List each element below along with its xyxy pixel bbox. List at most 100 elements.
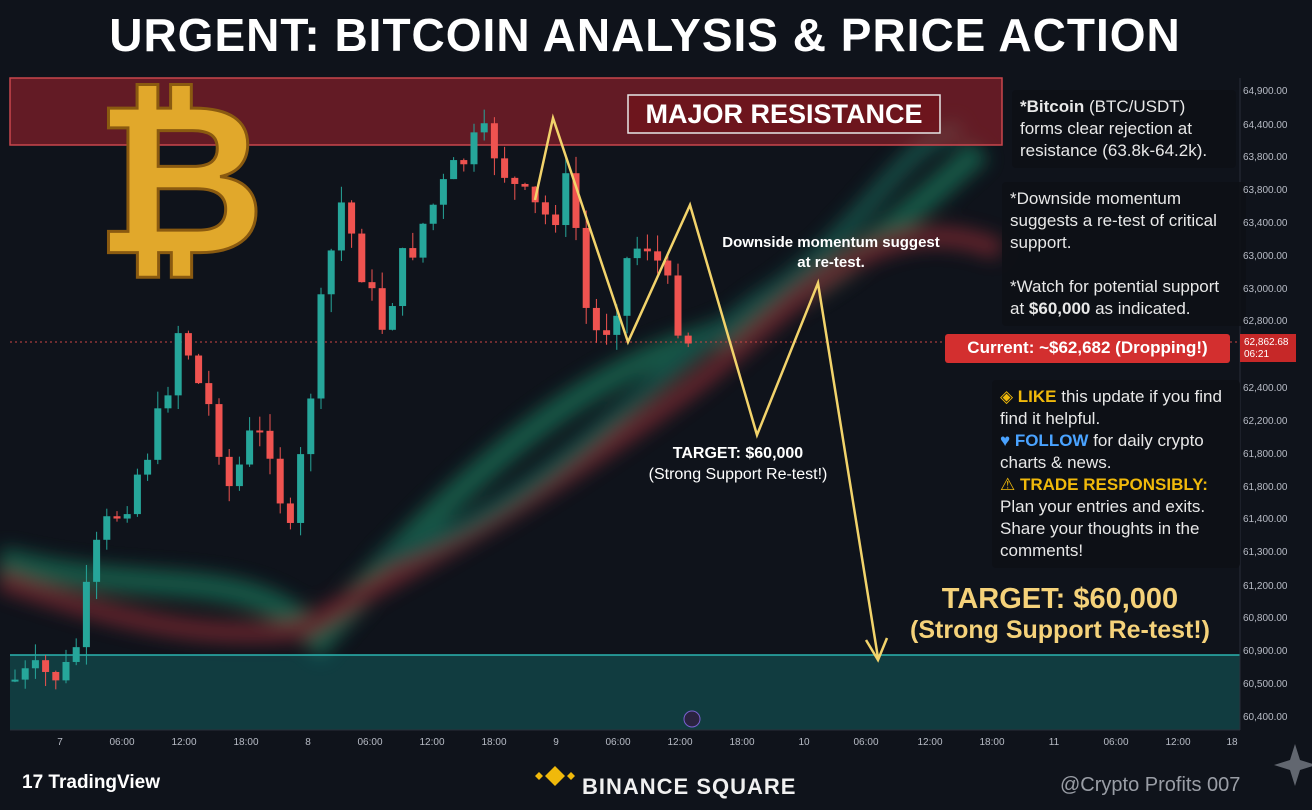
candle-body (103, 516, 111, 540)
candle-body (511, 177, 519, 184)
price-tick-label: 63,800.00 (1243, 152, 1288, 163)
candle-body (439, 179, 447, 205)
candle-body (470, 132, 478, 165)
candle-body (62, 661, 70, 681)
price-tick-label: 62,800.00 (1243, 316, 1288, 327)
candle-body (297, 454, 305, 523)
candle-body (337, 202, 345, 251)
icon: ⚠ (1000, 475, 1020, 494)
price-tick-label: 61,800.00 (1243, 482, 1288, 493)
trade-line: ⚠ TRADE RESPONSIBLY: Plan your entries a… (1000, 474, 1232, 562)
candle-body (348, 202, 356, 234)
cta-text: this update if you find find it helpful. (1000, 387, 1222, 428)
time-tick-label: 18:00 (979, 737, 1005, 748)
time-tick-label: 18:00 (729, 737, 755, 748)
candle-body (664, 260, 672, 276)
current-price-tag (1240, 334, 1296, 362)
candle-body (164, 395, 172, 409)
candle-body (52, 671, 60, 681)
candle-body (246, 430, 254, 465)
tradingview-logo: 17 TradingView (22, 772, 160, 794)
candle-body (93, 539, 101, 582)
sparkle-icon (1274, 744, 1312, 786)
icon: ◈ (1000, 387, 1018, 406)
price-tick-label: 60,900.00 (1243, 646, 1288, 657)
price-tick-label: 63,400.00 (1243, 218, 1288, 229)
candle-body (31, 660, 39, 669)
candle-body (603, 330, 611, 335)
follow-line: ♥ FOLLOW for daily crypto charts & news. (1000, 430, 1232, 474)
current-label-box (945, 334, 1230, 363)
time-tick-label: 10 (798, 737, 810, 748)
candle-body (592, 307, 600, 331)
watch-note: *Watch for potential support at $60,000 … (1010, 276, 1238, 320)
time-tick-label: 11 (1048, 737, 1060, 748)
time-tick-label: 06:00 (109, 737, 135, 748)
time-tick-label: 12:00 (171, 737, 197, 748)
time-tick-label: 7 (57, 737, 63, 748)
note-bold: *Bitcoin (1020, 97, 1085, 116)
candle-body (654, 251, 662, 261)
candles (11, 109, 692, 690)
candle-body (501, 158, 509, 178)
cta-key: TRADE RESPONSIBLY: (1019, 475, 1208, 494)
cta-text: Plan your entries and exits. Share your … (1000, 497, 1206, 560)
time-tick-label: 06:00 (605, 737, 631, 748)
note-text: *Watch for potential support at (1010, 277, 1220, 318)
time-tick-label: 18 (1226, 737, 1238, 748)
icon: ♥ (1000, 431, 1015, 450)
candle-body (42, 660, 50, 672)
time-tick-label: 12:00 (1165, 737, 1191, 748)
resistance-label: MAJOR RESISTANCE (645, 99, 923, 129)
candle-body (521, 183, 529, 187)
time-tick-label: 06:00 (357, 737, 383, 748)
candle-body (276, 458, 284, 504)
candle-body (409, 248, 417, 258)
blurred-trend (0, 121, 1004, 661)
time-tick-label: 9 (553, 737, 559, 748)
candle-body (317, 294, 325, 399)
candle-body (490, 123, 498, 159)
projection-path (533, 113, 880, 659)
note-text: as indicated. (1090, 299, 1191, 318)
candle-body (82, 581, 90, 648)
resistance-label-box (627, 94, 941, 134)
watermark: @Crypto Profits 007 (1060, 774, 1241, 796)
rejection-note: *Bitcoin (BTC/USDT) forms clear rejectio… (1012, 90, 1236, 168)
candle-body (633, 248, 641, 259)
time-tick-label: 12:00 (667, 737, 693, 748)
target-big: TARGET: $60,000 (941, 583, 1179, 615)
candle-body (215, 404, 223, 457)
cta-text: for daily crypto charts & news. (1000, 431, 1204, 472)
candle-body (205, 383, 213, 405)
candle-body (582, 227, 590, 308)
time-tick-label: 18:00 (233, 737, 259, 748)
price-tick-label: 61,400.00 (1243, 514, 1288, 525)
target-small: TARGET: $60,000 (672, 445, 804, 462)
candle-body (225, 456, 233, 487)
cta-box: ◈ LIKE this update if you find find it h… (992, 380, 1240, 568)
candle-body (256, 430, 264, 433)
price-tick-label: 62,400.00 (1243, 383, 1288, 394)
title: URGENT: BITCOIN ANALYSIS & PRICE ACTION (109, 9, 1181, 61)
candle-body (11, 679, 19, 682)
candle-body (358, 233, 366, 283)
time-tick-label: 8 (305, 737, 311, 748)
candle-body (450, 160, 458, 180)
candle-body (174, 333, 182, 396)
candle-body (429, 204, 437, 224)
candle-body (378, 288, 386, 330)
price-tick-label: 63,000.00 (1243, 284, 1288, 295)
candle-body (623, 258, 631, 316)
current-label: Current: ~$62,682 (Dropping!) (967, 338, 1208, 357)
candle-body (572, 173, 580, 228)
candle-body (235, 464, 243, 487)
current-time: 06:21 (1244, 349, 1270, 360)
price-tick-label: 62,200.00 (1243, 416, 1288, 427)
cta-key: LIKE (1017, 387, 1057, 406)
candle-body (643, 248, 651, 252)
candle-body (195, 355, 203, 384)
price-tick-label: 61,200.00 (1243, 581, 1288, 592)
candle-body (133, 474, 141, 515)
tv-icon: 17 (22, 772, 49, 793)
